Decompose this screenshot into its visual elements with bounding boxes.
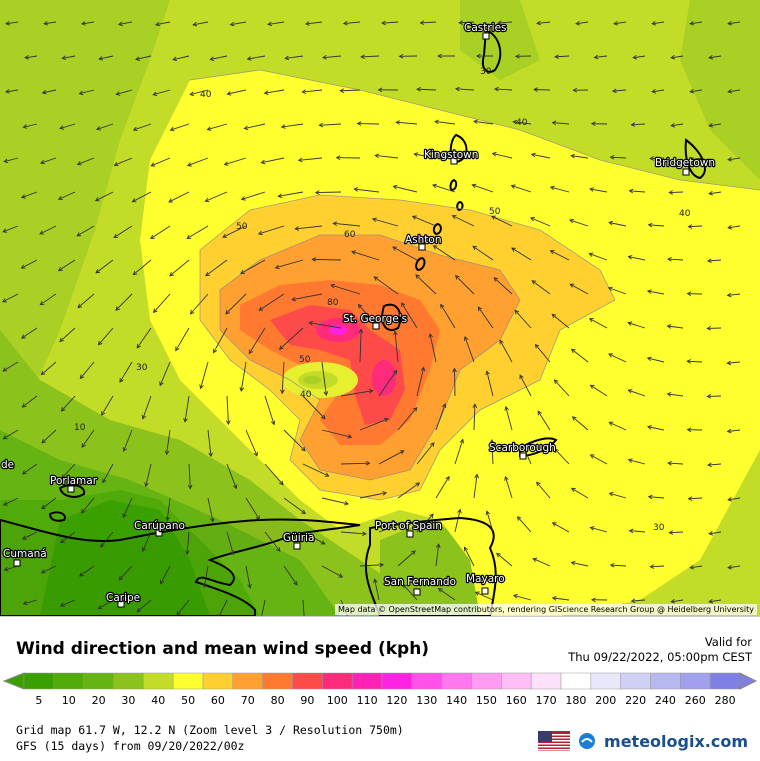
scale-swatch bbox=[352, 673, 382, 689]
city-label: Kingstown bbox=[424, 149, 478, 161]
contour-label: 30 bbox=[653, 523, 665, 533]
city-label: de bbox=[1, 459, 14, 471]
meteologix-logo-icon bbox=[578, 732, 596, 750]
valid-label: Valid for bbox=[568, 635, 752, 650]
scale-swatch bbox=[54, 673, 84, 689]
contour-label: 40 bbox=[679, 209, 691, 219]
scale-swatch bbox=[263, 673, 293, 689]
scale-label: 160 bbox=[506, 694, 527, 707]
scale-label: 170 bbox=[536, 694, 557, 707]
contour-label: 30 bbox=[480, 67, 492, 77]
scale-swatch bbox=[84, 673, 114, 689]
city-label: St. George's bbox=[343, 313, 407, 325]
scale-label: 5 bbox=[35, 694, 42, 707]
scale-label: 100 bbox=[327, 694, 348, 707]
city-label: Mayaro bbox=[466, 573, 505, 585]
scale-swatch bbox=[173, 673, 203, 689]
city-label: Porlamar bbox=[50, 475, 98, 487]
color-scale: 5 10 20 30 40 50 60 70 80 90 100 110 120 130 140 150 160… bbox=[0, 669, 760, 719]
city-label: San Fernando bbox=[384, 576, 456, 588]
contour-label: 50 bbox=[489, 207, 501, 217]
contour-label: 30 bbox=[136, 363, 148, 373]
scale-swatch bbox=[680, 673, 710, 689]
scale-label: 200 bbox=[595, 694, 616, 707]
brand-logo[interactable]: meteologix.com bbox=[538, 731, 748, 751]
scale-label: 60 bbox=[211, 694, 225, 707]
valid-datetime: Thu 09/22/2022, 05:00pm CEST bbox=[568, 650, 752, 665]
wind-map[interactable]: 40 40 50 60 80 50 40 30 10 50 40 30 30 C… bbox=[0, 0, 760, 616]
scale-label: 40 bbox=[151, 694, 165, 707]
scale-label: 120 bbox=[386, 694, 407, 707]
city-label: Caripe bbox=[106, 592, 140, 604]
wind-arrow bbox=[669, 192, 683, 193]
wind-arrow bbox=[316, 192, 341, 193]
scale-swatch bbox=[412, 673, 442, 689]
scale-label: 240 bbox=[655, 694, 676, 707]
city-label: Cumaná bbox=[3, 548, 47, 560]
scale-label: 180 bbox=[565, 694, 586, 707]
eye-calm-core bbox=[303, 376, 321, 384]
city-label: Bridgetown bbox=[655, 157, 715, 169]
city-label: Ashton bbox=[405, 234, 442, 246]
grid-info: Grid map 61.7 W, 12.2 N (Zoom level 3 / … bbox=[16, 723, 404, 737]
brand-name: meteologix.com bbox=[604, 732, 748, 751]
scale-swatch bbox=[472, 673, 502, 689]
city-marker bbox=[482, 588, 488, 594]
city-marker bbox=[683, 169, 689, 175]
legend-panel: Wind direction and mean wind speed (kph)… bbox=[0, 616, 760, 761]
city-label: Port of Spain bbox=[375, 520, 442, 532]
scale-swatch bbox=[561, 673, 591, 689]
scale-label: 220 bbox=[625, 694, 646, 707]
scale-label: 260 bbox=[685, 694, 706, 707]
city-label: Carúpano bbox=[134, 520, 185, 532]
scale-label: 30 bbox=[121, 694, 135, 707]
valid-time: Valid for Thu 09/22/2022, 05:00pm CEST bbox=[568, 635, 752, 665]
city-label: Scarborough bbox=[489, 442, 556, 454]
scale-label: 110 bbox=[357, 694, 378, 707]
scale-swatch bbox=[501, 673, 531, 689]
scale-swatch bbox=[591, 673, 621, 689]
scale-label: 280 bbox=[715, 694, 736, 707]
scale-arrow-low bbox=[4, 673, 24, 689]
city-label: Castries bbox=[464, 22, 507, 34]
scale-swatch bbox=[293, 673, 323, 689]
scale-label: 50 bbox=[181, 694, 195, 707]
contour-label: 10 bbox=[74, 423, 86, 433]
us-flag-icon bbox=[538, 731, 570, 751]
scale-swatch bbox=[233, 673, 263, 689]
scale-swatch bbox=[322, 673, 352, 689]
scale-label: 130 bbox=[416, 694, 437, 707]
contour-label: 80 bbox=[327, 298, 339, 308]
scale-swatch bbox=[24, 673, 54, 689]
scale-swatch bbox=[442, 673, 472, 689]
scale-label: 140 bbox=[446, 694, 467, 707]
city-label: Güiria bbox=[283, 532, 314, 544]
scale-label: 10 bbox=[62, 694, 76, 707]
city-marker bbox=[414, 589, 420, 595]
scale-label: 150 bbox=[476, 694, 497, 707]
scale-label: 90 bbox=[300, 694, 314, 707]
scale-swatch bbox=[651, 673, 681, 689]
map-credit: Map data © OpenStreetMap contributors, r… bbox=[335, 604, 757, 615]
wind-core-100b bbox=[372, 360, 396, 396]
contour-label: 50 bbox=[299, 355, 311, 365]
wind-arrow bbox=[534, 89, 550, 90]
scale-swatch bbox=[621, 673, 651, 689]
scale-label: 70 bbox=[241, 694, 255, 707]
scale-swatch bbox=[382, 673, 412, 689]
city-marker bbox=[14, 560, 20, 566]
scale-label: 80 bbox=[271, 694, 285, 707]
legend-title: Wind direction and mean wind speed (kph) bbox=[16, 639, 429, 659]
wind-arrow bbox=[312, 259, 341, 260]
scale-swatch bbox=[531, 673, 561, 689]
scale-label: 20 bbox=[92, 694, 106, 707]
scale-swatch bbox=[114, 673, 144, 689]
scale-swatch bbox=[710, 673, 740, 689]
scale-arrow-high bbox=[740, 673, 756, 689]
scale-swatch bbox=[203, 673, 233, 689]
scale-swatch bbox=[143, 673, 173, 689]
contour-label: 60 bbox=[344, 230, 356, 240]
model-info: GFS (15 days) from 09/20/2022/00z bbox=[16, 739, 244, 753]
